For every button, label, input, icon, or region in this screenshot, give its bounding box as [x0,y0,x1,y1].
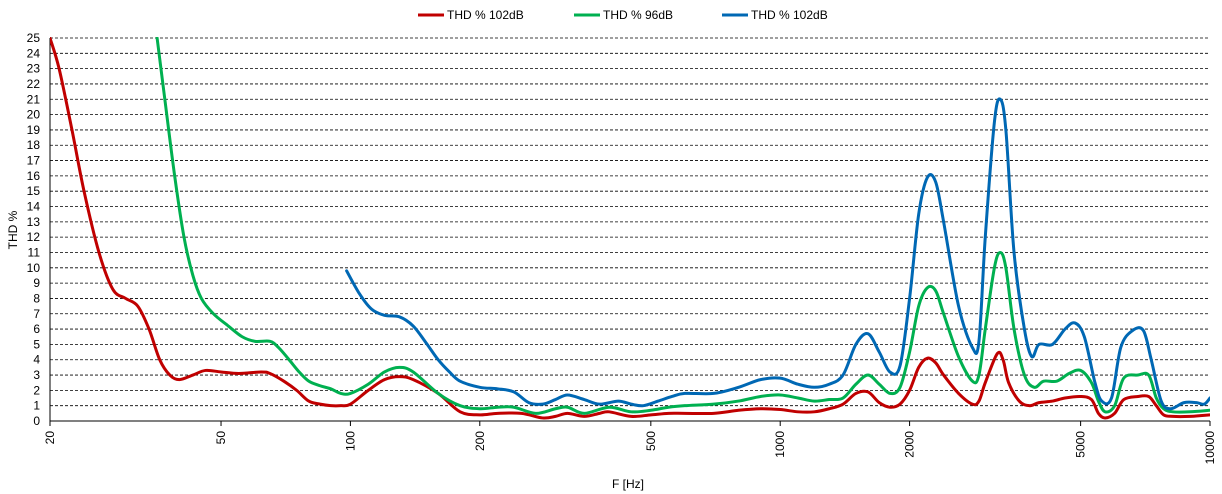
x-tick-label-100: 100 [343,431,357,451]
x-tick-label-1000: 1000 [773,431,787,458]
x-tick-label-20: 20 [43,431,57,445]
y-tick-label-21: 21 [27,92,41,106]
x-tick-label-200: 200 [473,431,487,451]
y-tick-label-23: 23 [27,62,41,76]
y-tick-label-5: 5 [33,337,40,351]
series-line-2 [155,37,1210,415]
legend-label-1: THD % 102dB [447,8,524,22]
y-tick-label-11: 11 [28,245,41,259]
x-tick-label-2000: 2000 [903,431,917,458]
y-axis-tick-labels: 0123456789101112131415161718192021222324… [27,31,41,428]
series-layer [50,37,1210,420]
y-tick-label-24: 24 [27,46,41,60]
y-tick-label-14: 14 [27,200,41,214]
x-tick-label-10000: 10000 [1203,431,1217,465]
y-tick-label-6: 6 [33,322,40,336]
y-tick-label-8: 8 [33,291,40,305]
y-tick-label-12: 12 [27,230,41,244]
legend-label-3: THD % 102dB [751,8,828,22]
y-tick-label-2: 2 [33,383,40,397]
y-tick-label-3: 3 [33,368,40,382]
y-tick-label-10: 10 [27,261,41,275]
series-line-1 [50,37,1210,420]
chart-legend: THD % 102dB THD % 96dB THD % 102dB [418,8,828,22]
chart-grid [49,37,1210,422]
y-tick-label-1: 1 [33,399,40,413]
y-tick-label-22: 22 [27,77,41,91]
x-axis-label: F [Hz] [612,477,644,491]
x-tick-label-500: 500 [644,431,658,451]
legend-label-2: THD % 96dB [603,8,673,22]
y-tick-label-13: 13 [27,215,41,229]
y-tick-label-15: 15 [27,184,41,198]
y-tick-label-7: 7 [33,307,40,321]
x-tick-label-50: 50 [214,431,228,445]
y-tick-label-4: 4 [33,353,40,367]
y-axis-label: THD % [6,210,20,249]
y-tick-label-19: 19 [27,123,41,137]
y-tick-label-0: 0 [33,414,40,428]
x-tick-label-5000: 5000 [1074,431,1088,458]
y-tick-label-9: 9 [33,276,40,290]
x-axis-tick-labels: 20 50 100 200 500 1000 2000 5000 10000 [43,421,1217,464]
y-tick-label-16: 16 [27,169,41,183]
y-tick-label-25: 25 [27,31,41,45]
y-tick-label-17: 17 [27,154,41,168]
y-tick-label-20: 20 [27,108,41,122]
series-line-3 [345,97,1210,411]
y-tick-label-18: 18 [27,138,41,152]
